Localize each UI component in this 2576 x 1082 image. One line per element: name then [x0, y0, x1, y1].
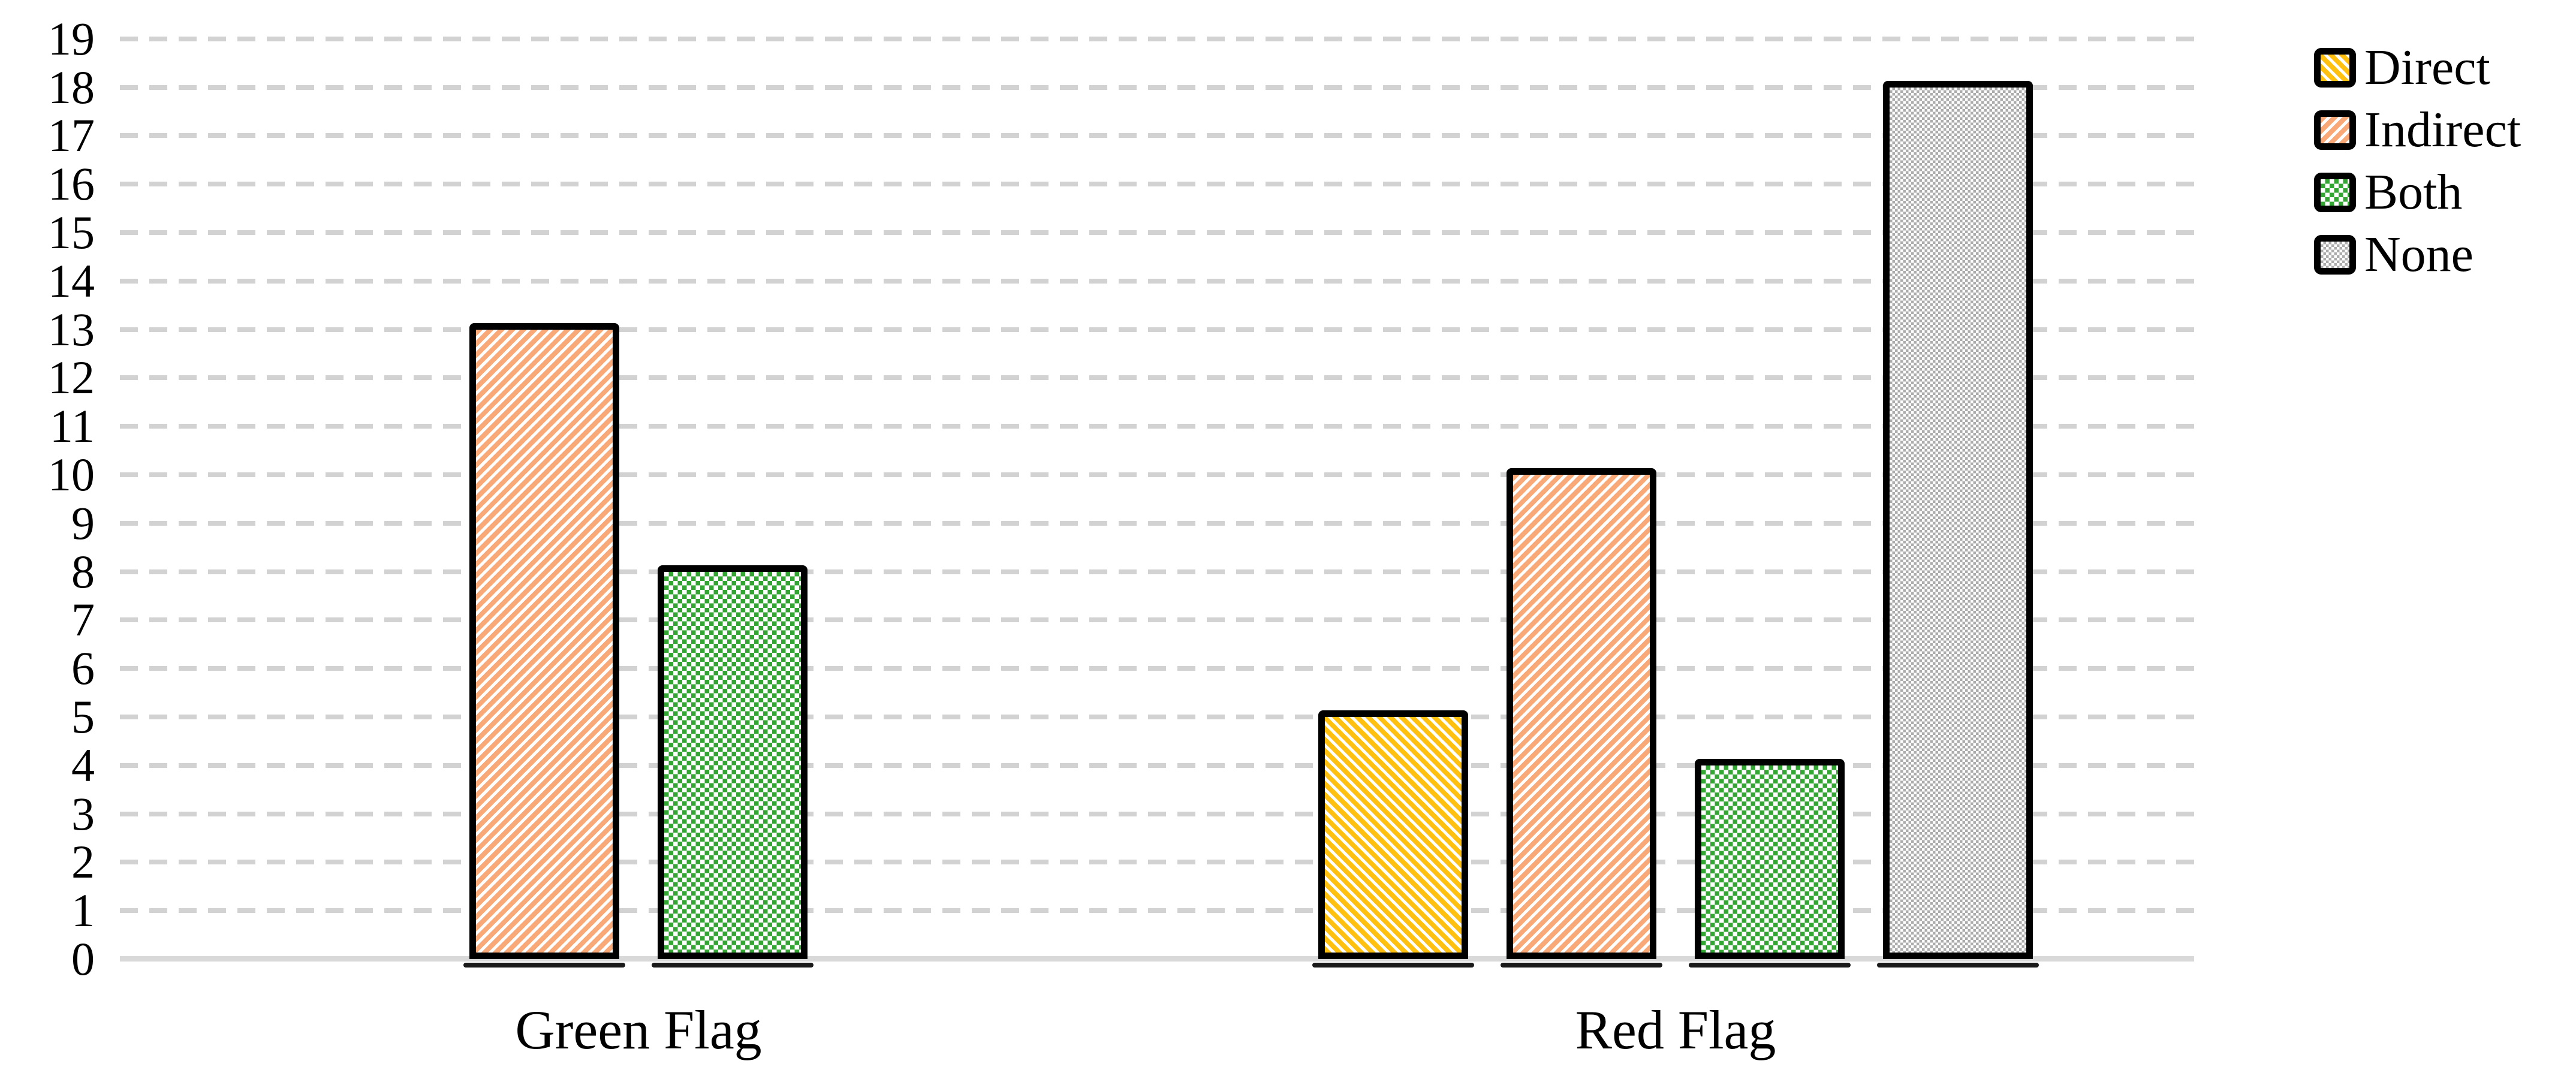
gridline-1 — [120, 908, 2194, 914]
gridline-17 — [120, 133, 2194, 138]
gridline-14 — [120, 278, 2194, 284]
y-tick-label-13: 13 — [48, 303, 95, 355]
gridline-9 — [120, 520, 2194, 526]
gridline-11 — [120, 424, 2194, 429]
legend-label-both: Both — [2364, 164, 2463, 220]
y-tick-label-9: 9 — [71, 496, 95, 549]
y-tick-label-14: 14 — [48, 254, 95, 307]
gridline-4 — [120, 762, 2194, 768]
y-tick-label-11: 11 — [49, 400, 95, 453]
gridline-16 — [120, 182, 2194, 187]
bar-green-flag-indirect — [469, 323, 619, 959]
y-tick-label-5: 5 — [71, 691, 95, 743]
none-pattern-swatch-icon — [2314, 235, 2356, 275]
y-tick-label-7: 7 — [71, 593, 95, 646]
x-axis-line — [120, 956, 2194, 962]
gridline-3 — [120, 811, 2194, 816]
bar-underline — [1312, 963, 1474, 968]
y-tick-label-6: 6 — [71, 642, 95, 695]
y-tick-label-8: 8 — [71, 545, 95, 598]
y-tick-label-2: 2 — [71, 836, 95, 888]
gridline-15 — [120, 230, 2194, 235]
gridline-12 — [120, 375, 2194, 381]
direct-pattern-swatch-icon — [2314, 48, 2356, 88]
bar-red-flag-both — [1695, 758, 1845, 959]
both-pattern-swatch-icon — [2314, 173, 2356, 212]
bar-underline — [1689, 963, 1851, 968]
category-label-green-flag: Green Flag — [515, 999, 762, 1060]
gridline-2 — [120, 860, 2194, 865]
bar-red-flag-none — [1883, 80, 2033, 959]
bar-underline — [652, 963, 814, 968]
legend-item-none: None — [2314, 230, 2473, 280]
y-tick-label-17: 17 — [48, 109, 95, 162]
gridline-18 — [120, 85, 2194, 90]
gridline-13 — [120, 327, 2194, 332]
bar-underline — [1877, 963, 2039, 968]
indirect-pattern-swatch-icon — [2314, 110, 2356, 150]
y-tick-label-16: 16 — [48, 158, 95, 210]
gridline-8 — [120, 569, 2194, 574]
y-tick-label-19: 19 — [48, 12, 95, 65]
y-tick-label-18: 18 — [48, 61, 95, 113]
y-tick-label-3: 3 — [71, 787, 95, 840]
legend-label-none: None — [2364, 227, 2473, 282]
bar-red-flag-direct — [1318, 710, 1468, 959]
gridline-10 — [120, 472, 2194, 477]
legend-item-indirect: Indirect — [2314, 105, 2521, 155]
category-label-red-flag: Red Flag — [1575, 999, 1776, 1060]
legend-label-indirect: Indirect — [2364, 102, 2521, 158]
bar-red-flag-indirect — [1507, 468, 1656, 959]
bar-underline — [463, 963, 625, 968]
legend-item-direct: Direct — [2314, 43, 2490, 93]
y-tick-label-0: 0 — [71, 933, 95, 985]
gridline-5 — [120, 715, 2194, 719]
bar-underline — [1501, 963, 1662, 968]
y-tick-label-12: 12 — [48, 351, 95, 404]
y-tick-label-1: 1 — [71, 884, 95, 937]
legend-item-both: Both — [2314, 167, 2462, 218]
y-tick-label-15: 15 — [48, 206, 95, 258]
y-tick-label-10: 10 — [48, 448, 95, 501]
y-tick-label-4: 4 — [71, 739, 95, 791]
legend-label-direct: Direct — [2364, 40, 2490, 95]
gridline-7 — [120, 617, 2194, 623]
gridline-6 — [120, 666, 2194, 671]
gridline-19 — [120, 36, 2194, 41]
bar-green-flag-both — [658, 565, 808, 959]
